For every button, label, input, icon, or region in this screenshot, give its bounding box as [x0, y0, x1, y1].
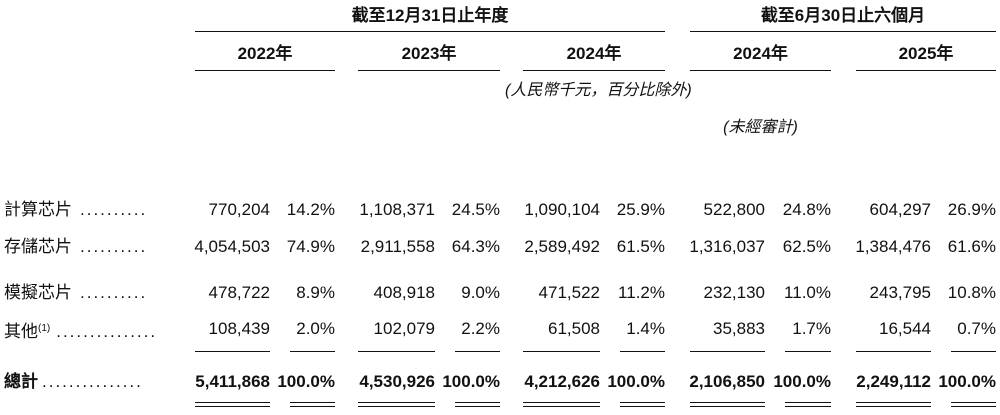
cell-2024h1-pct: 1.7%: [792, 319, 831, 338]
total-2024-amount: 4,212,626: [524, 372, 600, 391]
cell-2025h1-amount: 604,297: [869, 200, 931, 219]
unaudited-note: (未經審計): [723, 119, 798, 136]
cell-2025h1-pct: 10.8%: [947, 283, 996, 302]
cell-2024-pct: 25.9%: [616, 200, 665, 219]
total-2023-pct: 100.0%: [442, 372, 500, 391]
year-underline-2024-h1: [690, 70, 831, 71]
leader-dots: ..........: [80, 200, 148, 219]
leader-dots: ..........: [80, 283, 148, 302]
subtotal-rule: [358, 351, 435, 352]
row-label-text: 總計: [4, 372, 38, 391]
subtotal-rule: [620, 351, 665, 352]
year-header-2025-h1: 2025年: [898, 44, 954, 63]
footnote-marker: (1): [38, 323, 51, 334]
cell-2024-amount: 2,589,492: [524, 237, 600, 256]
leader-dots: ..........: [80, 237, 148, 256]
cell-2024h1-pct: 11.0%: [784, 283, 831, 302]
cell-2024-pct: 11.2%: [618, 283, 665, 302]
row-label-text: 其他: [4, 322, 38, 341]
cell-2023-amount: 102,079: [373, 319, 435, 338]
row-label-text: 存儲芯片: [4, 237, 72, 256]
cell-2023-pct: 64.3%: [451, 237, 500, 256]
leader-dots: ...............: [56, 322, 158, 341]
cell-2025h1-amount: 1,384,476: [855, 237, 931, 256]
subtotal-rule: [523, 351, 600, 352]
cell-2024h1-amount: 1,316,037: [689, 237, 765, 256]
year-header-2022: 2022年: [237, 44, 293, 63]
subtotal-rule: [455, 351, 500, 352]
cell-2024h1-amount: 232,130: [703, 283, 765, 302]
subtotal-rule: [951, 351, 996, 352]
row-label-analog-chips: 模擬芯片..........: [4, 283, 147, 303]
total-2025h1-amount: 2,249,112: [856, 372, 931, 391]
cell-2022-pct: 8.9%: [296, 283, 335, 302]
subtotal-rule: [690, 351, 765, 352]
group-header-annual: 截至12月31日止年度: [351, 6, 509, 25]
group-underline-six-months: [690, 31, 996, 32]
total-2024h1-amount: 2,106,850: [689, 372, 765, 391]
cell-2022-amount: 478,722: [208, 283, 270, 302]
cell-2022-pct: 2.0%: [296, 319, 335, 338]
cell-2023-pct: 24.5%: [451, 200, 500, 219]
year-header-2024-h1: 2024年: [733, 44, 788, 63]
total-2024-pct: 100.0%: [607, 372, 665, 391]
cell-2023-amount: 408,918: [373, 283, 435, 302]
cell-2025h1-pct: 26.9%: [947, 200, 996, 219]
total-2023-amount: 4,530,926: [359, 372, 435, 391]
year-underline-2023: [358, 70, 500, 71]
cell-2022-pct: 14.2%: [286, 200, 335, 219]
cell-2024-amount: 1,090,104: [524, 200, 600, 219]
group-header-six-months: 截至6月30日止六個月: [760, 6, 926, 25]
row-label-compute-chips: 計算芯片..........: [4, 200, 147, 220]
cell-2024-amount: 471,522: [538, 283, 600, 302]
group-underline-annual: [195, 31, 665, 32]
row-label-memory-chips: 存儲芯片..........: [4, 237, 147, 257]
subtotal-rule: [785, 351, 831, 352]
total-2024h1-pct: 100.0%: [773, 372, 831, 391]
year-underline-2024: [523, 70, 665, 71]
cell-2023-amount: 2,911,558: [360, 237, 435, 256]
row-label-total: 總計...............: [4, 372, 143, 392]
total-2022-amount: 5,411,868: [195, 372, 270, 391]
cell-2022-pct: 74.9%: [286, 237, 335, 256]
cell-2022-amount: 4,054,503: [194, 237, 270, 256]
subtotal-rule: [195, 351, 270, 352]
subtotal-rule: [856, 351, 931, 352]
cell-2024-pct: 61.5%: [616, 237, 665, 256]
cell-2024h1-amount: 35,883: [713, 319, 765, 338]
cell-2025h1-pct: 61.6%: [947, 237, 996, 256]
total-2022-pct: 100.0%: [277, 372, 335, 391]
cell-2022-amount: 108,439: [208, 319, 270, 338]
cell-2024h1-pct: 62.5%: [782, 237, 831, 256]
year-header-2023: 2023年: [401, 44, 457, 63]
year-header-2024: 2024年: [566, 44, 622, 63]
cell-2023-pct: 2.2%: [461, 319, 500, 338]
cell-2025h1-amount: 16,544: [879, 319, 931, 338]
cell-2024h1-amount: 522,800: [703, 200, 765, 219]
unit-note: (人民幣千元，百分比除外): [505, 82, 692, 99]
total-2025h1-pct: 100.0%: [938, 372, 996, 391]
cell-2025h1-amount: 243,795: [869, 283, 931, 302]
cell-2024-amount: 61,508: [548, 319, 600, 338]
cell-2023-amount: 1,108,371: [359, 200, 435, 219]
cell-2024h1-pct: 24.8%: [782, 200, 831, 219]
cell-2022-amount: 770,204: [208, 200, 270, 219]
year-underline-2025-h1: [856, 70, 996, 71]
cell-2023-pct: 9.0%: [461, 283, 500, 302]
row-label-text: 計算芯片: [4, 200, 72, 219]
row-label-others: 其他(1)...............: [4, 319, 157, 342]
subtotal-rule: [290, 351, 335, 352]
cell-2025h1-pct: 0.7%: [957, 319, 996, 338]
leader-dots: ...............: [42, 372, 143, 391]
row-label-text: 模擬芯片: [4, 283, 72, 302]
cell-2024-pct: 1.4%: [626, 319, 665, 338]
year-underline-2022: [195, 70, 335, 71]
